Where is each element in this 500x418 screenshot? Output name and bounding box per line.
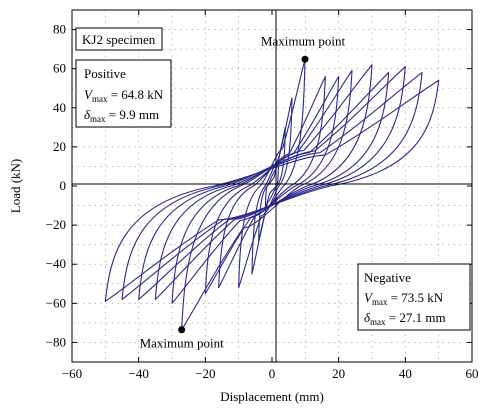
y-tick-label: 0	[60, 178, 67, 193]
hysteresis-loop	[121, 72, 423, 300]
hysteresis-loop	[171, 64, 373, 304]
y-tick-label: 60	[53, 61, 66, 76]
positive-box: Positive Vmax = 64.8 kN δmax = 9.9 mm	[75, 59, 172, 128]
positive-dmax: δmax = 9.9 mm	[84, 107, 159, 124]
positive-vmax-value: = 64.8 kN	[107, 87, 163, 102]
hysteresis-loop	[154, 72, 390, 300]
x-tick-label: 60	[466, 366, 479, 381]
positive-vmax-sub: max	[92, 94, 108, 104]
positive-dmax-value: = 9.9 mm	[106, 107, 160, 122]
positive-vmax-symbol: V	[84, 87, 94, 102]
specimen-label-frame	[75, 27, 163, 51]
negative-vmax-symbol: V	[364, 290, 374, 305]
positive-box-frame	[75, 59, 172, 128]
hysteresis-loop	[218, 75, 326, 289]
ticks-layer	[71, 10, 473, 362]
negative-dmax-value: = 27.1 mm	[386, 310, 446, 325]
hysteresis-loop	[181, 70, 353, 331]
x-tick-label: −20	[195, 366, 215, 381]
y-tick-label: −60	[46, 295, 66, 310]
y-tick-label: 20	[53, 139, 66, 154]
specimen-label: KJ2 specimen	[82, 32, 156, 47]
y-tick-label: −40	[46, 256, 66, 271]
hysteresis-loop	[138, 66, 406, 300]
negative-dmax-sub: max	[370, 317, 386, 327]
positive-dmax-symbol: δ	[84, 107, 91, 122]
max-point-negative-marker	[178, 326, 186, 334]
positive-vmax: Vmax = 64.8 kN	[84, 87, 164, 104]
positive-dmax-sub: max	[90, 114, 106, 124]
negative-box: Negative Vmax = 73.5 kN δmax = 27.1 mm	[357, 263, 471, 331]
x-axis-title: Displacement (mm)	[220, 389, 324, 404]
max-point-positive-marker	[301, 55, 309, 63]
x-tick-label: 0	[269, 366, 276, 381]
negative-vmax-sub: max	[372, 297, 388, 307]
y-tick-label: 80	[53, 22, 66, 37]
negative-vmax-value: = 73.5 kN	[387, 290, 443, 305]
x-tick-label: 20	[332, 366, 345, 381]
specimen-label-box: KJ2 specimen	[75, 27, 163, 51]
y-tick-label: 40	[53, 100, 66, 115]
negative-box-title: Negative	[364, 270, 411, 285]
hysteresis-loop	[238, 58, 306, 289]
negative-vmax: Vmax = 73.5 kN	[364, 290, 444, 307]
negative-dmax-symbol: δ	[364, 310, 371, 325]
max-point-positive-label: Maximum point	[261, 33, 346, 48]
hysteresis-loop	[251, 97, 293, 275]
hysteresis-loop	[104, 79, 440, 302]
y-tick-label: −20	[46, 217, 66, 232]
negative-dmax: δmax = 27.1 mm	[364, 310, 446, 327]
x-tick-label: 40	[399, 366, 412, 381]
y-tick-label: −80	[46, 334, 66, 349]
positive-box-title: Positive	[84, 66, 126, 81]
negative-box-frame	[357, 263, 471, 331]
hysteresis-loop	[204, 75, 340, 295]
hysteresis-loops	[104, 58, 440, 331]
max-point-negative-label: Maximum point	[140, 336, 225, 351]
x-tick-label: −40	[128, 366, 148, 381]
x-tick-label: −60	[62, 366, 82, 381]
y-axis-title: Load (kN)	[8, 159, 23, 214]
tick-labels-layer: −60 −40 −20 0 20 40 60 −80 −60 −40 −20 0 20 40 60 80	[46, 22, 479, 381]
